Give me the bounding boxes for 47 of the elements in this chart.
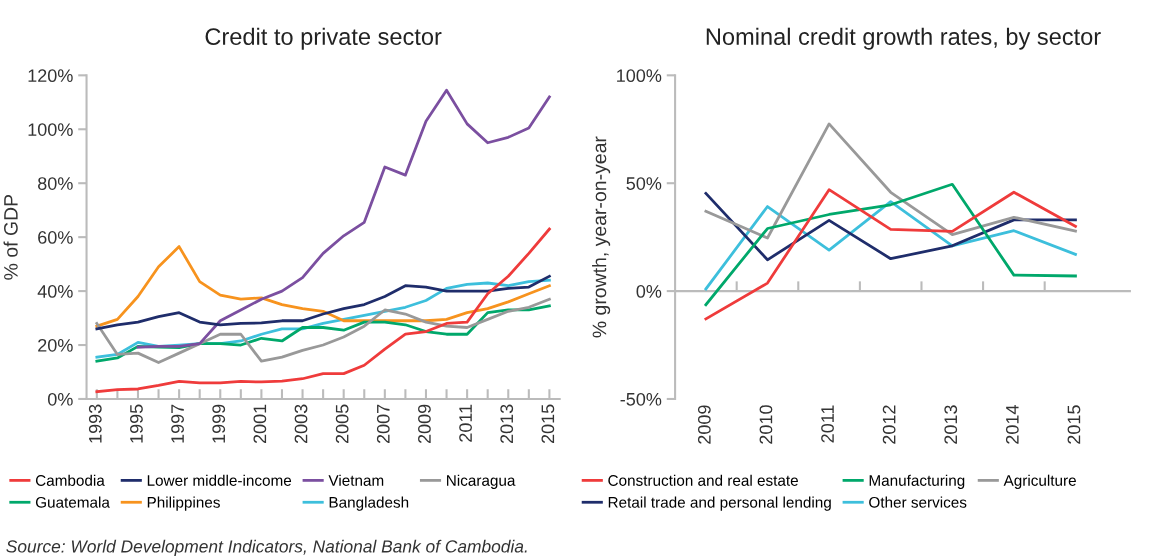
legend-label: Nicaragua — [447, 474, 516, 489]
legend-label: Vietnam — [328, 474, 384, 486]
chart-title: Nominal credit growth rates, by sector — [706, 27, 1101, 50]
legend-label: Other services — [869, 496, 967, 508]
y-tick-label: 120% — [28, 69, 73, 83]
y-tick-label: 0% — [636, 285, 662, 298]
x-tick-label: 2001 — [253, 404, 267, 444]
x-tick-label: 2012 — [882, 405, 896, 444]
y-tick-label: 50% — [626, 177, 662, 190]
x-tick-label: 2005 — [335, 404, 349, 444]
legend-label: Agriculture — [1003, 474, 1076, 489]
legend-label: Manufacturing — [869, 474, 965, 489]
x-tick-label: 2003 — [294, 404, 308, 444]
x-tick-label: 1995 — [130, 404, 143, 443]
y-tick-label: -50% — [620, 392, 662, 406]
source-note: Source: World Development Indicators, National Bank of Cambodia. — [6, 539, 527, 557]
y-tick-label: 100% — [28, 123, 73, 136]
x-tick-label: 2015 — [1067, 405, 1081, 444]
y-tick-label: 60% — [38, 231, 73, 244]
y-tick-label: 0% — [47, 392, 73, 406]
legend-label: Construction and real estate — [608, 474, 798, 486]
x-tick-label: 2011 — [459, 404, 472, 442]
x-tick-label: 2013 — [500, 404, 514, 444]
x-tick-label: 2010 — [759, 405, 773, 444]
x-tick-label: 2015 — [541, 404, 555, 444]
legend-label: Bangladesh — [329, 496, 409, 511]
y-tick-label: 100% — [617, 69, 662, 83]
legend-label: Lower middle-income — [147, 474, 292, 486]
x-tick-label: 2011 — [821, 405, 834, 443]
y-tick-label: 80% — [38, 177, 73, 190]
x-tick-label: 2007 — [376, 404, 390, 444]
legend-label: Philippines — [147, 496, 220, 511]
chart-title: Credit to private sector — [205, 27, 442, 50]
x-tick-label: 2009 — [418, 404, 431, 444]
y-tick-label: 40% — [37, 285, 73, 298]
x-tick-label: 2014 — [1005, 405, 1019, 444]
y-axis-title: % growth, year-on-year — [592, 136, 611, 338]
x-tick-label: 1999 — [212, 404, 226, 443]
x-tick-label: 1993 — [88, 404, 102, 443]
y-axis-title: % of GDP — [3, 194, 18, 280]
legend-label: Cambodia — [35, 474, 105, 486]
y-tick-label: 20% — [38, 338, 73, 352]
legend-label: Retail trade and personal lending — [608, 496, 831, 511]
x-tick-label: 2013 — [944, 405, 958, 444]
x-tick-label: 1997 — [171, 404, 184, 443]
x-tick-label: 2009 — [697, 405, 711, 444]
legend-label: Guatemala — [35, 496, 110, 508]
